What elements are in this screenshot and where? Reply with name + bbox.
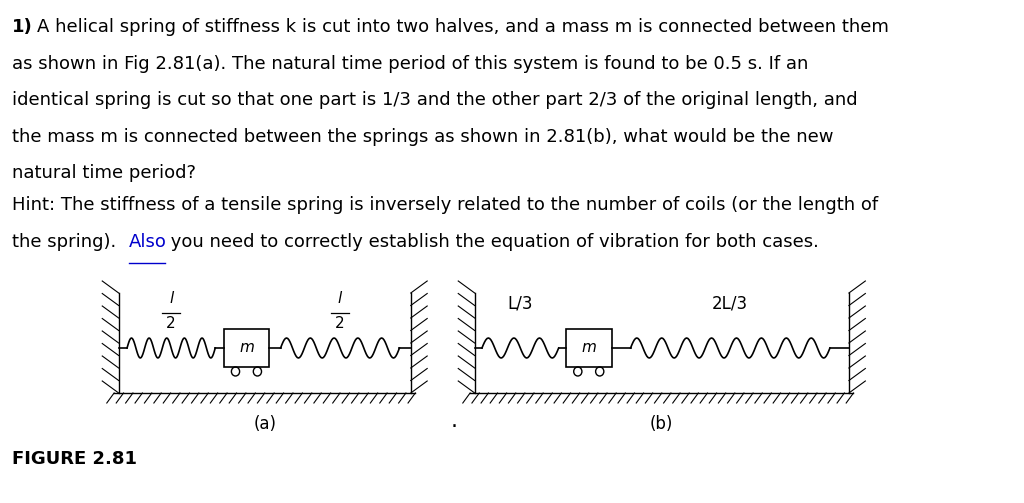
Text: Also: Also xyxy=(129,232,167,250)
Bar xyxy=(223,329,269,367)
Text: 2: 2 xyxy=(335,316,345,331)
Text: as shown in Fig 2.81(a). The natural time period of this system is found to be 0: as shown in Fig 2.81(a). The natural tim… xyxy=(12,54,808,72)
Text: identical spring is cut so that one part is 1/3 and the other part 2/3 of the or: identical spring is cut so that one part… xyxy=(12,91,857,109)
Text: .: . xyxy=(451,411,457,431)
Text: natural time period?: natural time period? xyxy=(12,164,196,182)
Text: l: l xyxy=(338,291,342,306)
Text: Hint: The stiffness of a tensile spring is inversely related to the number of co: Hint: The stiffness of a tensile spring … xyxy=(12,196,878,214)
Text: the mass m is connected between the springs as shown in 2.81(b), what would be t: the mass m is connected between the spri… xyxy=(12,127,834,145)
Text: (b): (b) xyxy=(650,415,674,433)
Text: the spring).: the spring). xyxy=(12,232,122,250)
Bar xyxy=(566,329,611,367)
Text: 1): 1) xyxy=(12,18,33,36)
Text: 2L/3: 2L/3 xyxy=(712,295,749,313)
Text: (a): (a) xyxy=(253,415,276,433)
Text: FIGURE 2.81: FIGURE 2.81 xyxy=(12,450,137,468)
Text: m: m xyxy=(582,341,596,356)
Text: A helical spring of stiffness k is cut into two halves, and a mass m is connecte: A helical spring of stiffness k is cut i… xyxy=(37,18,889,36)
Text: L/3: L/3 xyxy=(508,295,534,313)
Text: m: m xyxy=(239,341,254,356)
Text: 2: 2 xyxy=(166,316,176,331)
Text: you need to correctly establish the equation of vibration for both cases.: you need to correctly establish the equa… xyxy=(165,232,819,250)
Text: l: l xyxy=(169,291,173,306)
